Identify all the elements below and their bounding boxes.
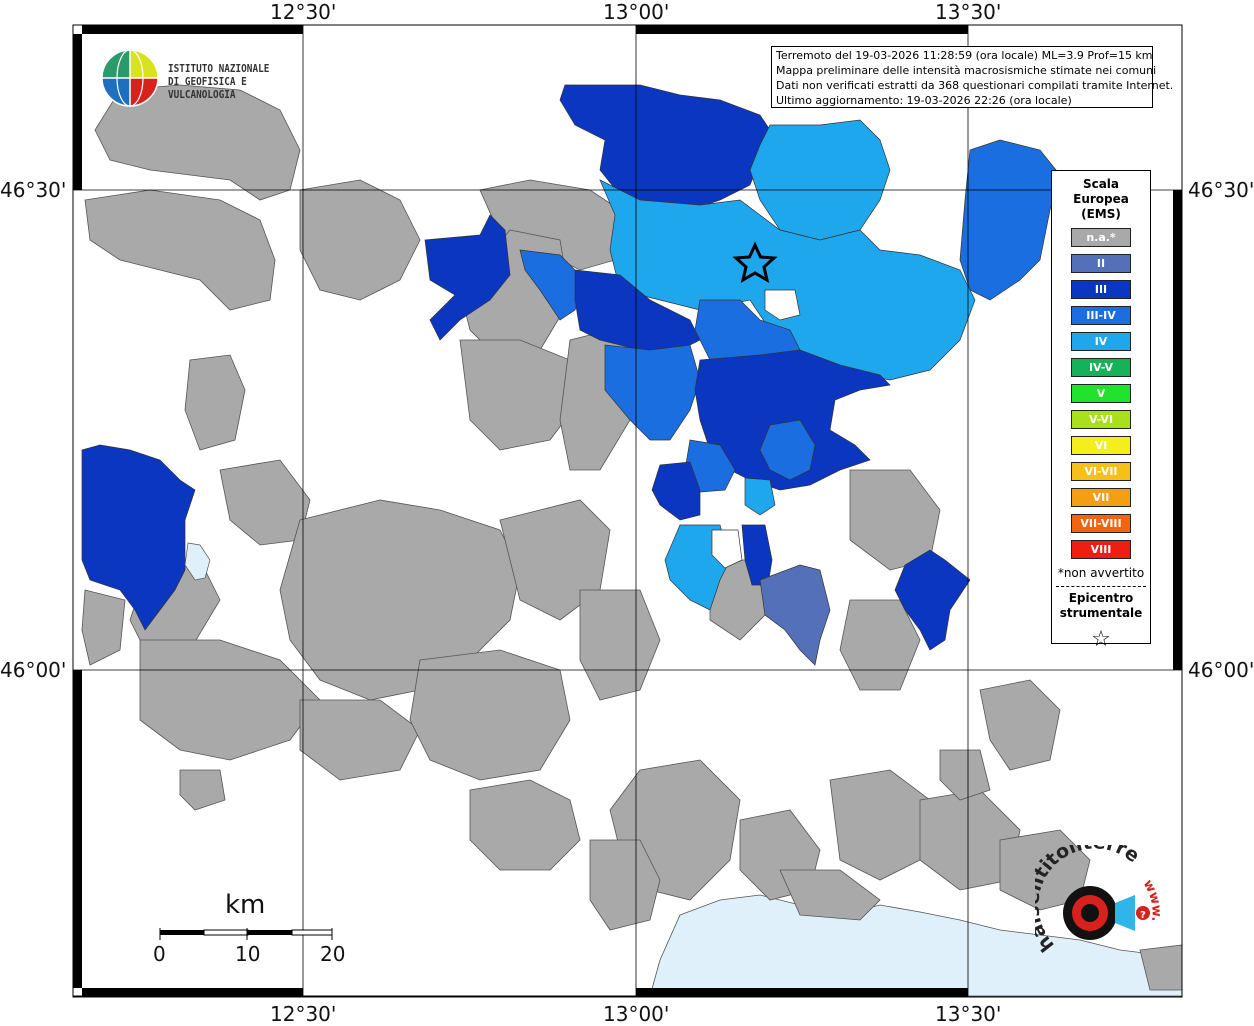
info-line-data: Dati non verificati estratti da 368 ques… <box>776 79 1174 92</box>
map-frame <box>73 25 1182 997</box>
haisentito-logo: haisentitoilterremoto.it www. ? <box>1035 845 1164 956</box>
sea-area <box>649 894 1183 997</box>
ingv-globe-icon <box>101 49 159 107</box>
lon-top-1300: 13°00' <box>603 0 670 24</box>
graticule <box>73 25 1182 996</box>
legend-item: IV-V <box>1071 358 1131 377</box>
lon-bottom-1300: 13°00' <box>603 1002 670 1026</box>
ingv-logo-text: ISTITUTO NAZIONALE DI GEOFISICA E VULCAN… <box>168 62 270 101</box>
legend-item: IV <box>1071 332 1131 351</box>
legend-item: VII <box>1071 488 1131 507</box>
info-line-event: Terremoto del 19-03-2026 11:28:59 (ora l… <box>776 49 1153 62</box>
lon-bottom-1330: 13°30' <box>935 1002 1002 1026</box>
lat-right-4630: 46°30' <box>1188 178 1254 202</box>
legend-item: VIII <box>1071 540 1131 559</box>
scale-label-10: 10 <box>235 942 261 966</box>
legend-item: n.a.* <box>1071 228 1131 247</box>
star-outline-icon: ☆ <box>1091 627 1111 652</box>
earthquake-info-box: Terremoto del 19-03-2026 11:28:59 (ora l… <box>771 46 1174 108</box>
scale-bar: km 0 10 20 <box>153 890 355 970</box>
svg-text:?: ? <box>1140 910 1146 921</box>
legend-item: III <box>1071 280 1131 299</box>
lon-top-1330: 13°30' <box>935 0 1002 24</box>
ingv-logo: ISTITUTO NAZIONALE DI GEOFISICA E VULCAN… <box>100 48 310 108</box>
legend-item: V-VI <box>1071 410 1131 429</box>
lat-left-4600: 46°00' <box>0 658 67 682</box>
legend-item: VII-VIII <box>1071 514 1131 533</box>
legend-item: VI-VII <box>1071 462 1131 481</box>
legend-separator <box>1056 586 1146 587</box>
legend-item: V <box>1071 384 1131 403</box>
intensity-regions <box>81 84 1061 666</box>
scale-bar-graphic <box>159 928 333 940</box>
scale-label-0: 0 <box>153 942 166 966</box>
epicenter-star-icon <box>732 241 778 284</box>
scale-label-20: 20 <box>320 942 346 966</box>
info-line-map: Mappa preliminare delle intensità macros… <box>776 64 1157 77</box>
legend-item: VI <box>1071 436 1131 455</box>
legend-items: n.a.* II III III-IV IV IV-V V V-VI VI VI-VII VII VI… <box>1052 228 1150 559</box>
lon-bottom-1230: 12°30' <box>270 1002 337 1026</box>
legend-epicenter-label: Epicentro strumentale <box>1059 591 1143 620</box>
info-line-update: Ultimo aggiornamento: 19-03-2026 22:26 (… <box>776 94 1072 107</box>
lon-top-1230: 12°30' <box>270 0 337 24</box>
lat-right-4600: 46°00' <box>1188 658 1254 682</box>
lat-left-4630: 46°30' <box>0 178 67 202</box>
legend-item: III-IV <box>1071 306 1131 325</box>
scale-unit: km <box>225 890 266 920</box>
ems-legend: Scala Europea (EMS) n.a.* II III III-IV IV IV… <box>1051 170 1151 652</box>
gray-regions <box>81 84 1183 991</box>
legend-title: Scala Europea (EMS) <box>1073 177 1129 221</box>
legend-note: *non avvertito <box>1057 566 1145 580</box>
legend-item: II <box>1071 254 1131 273</box>
